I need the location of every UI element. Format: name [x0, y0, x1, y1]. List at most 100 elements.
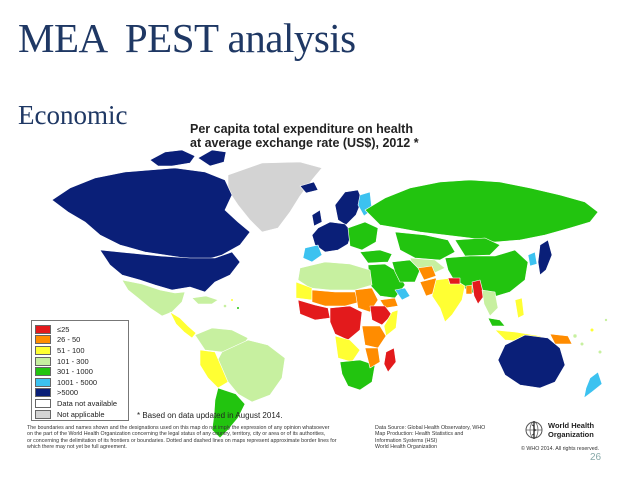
- legend-item: 1001 - 5000: [35, 377, 125, 388]
- region-arctic-islands: [149, 149, 196, 167]
- legend-swatch: [35, 356, 51, 366]
- region-peru-bolivia: [199, 349, 229, 389]
- legend-label: 1001 - 5000: [57, 377, 98, 387]
- region-ethiopia: [369, 305, 393, 326]
- source-line: World Health Organization: [375, 444, 438, 451]
- region-madagascar: [383, 347, 397, 373]
- region-bangladesh: [465, 284, 473, 295]
- source-line: Information Systems (HSI): [375, 437, 438, 444]
- who-copyright: © WHO 2014. All rights reserved.: [521, 446, 600, 452]
- region-afghanistan: [417, 265, 437, 281]
- legend-swatch: [35, 377, 51, 387]
- legend-item: Not applicable: [35, 409, 125, 420]
- map-title: Per capita total expenditure on health a…: [190, 122, 490, 150]
- region-sahel: [311, 289, 361, 307]
- region-pacific-island: [589, 327, 595, 333]
- region-korea: [527, 251, 538, 267]
- legend-item: 51 - 100: [35, 345, 125, 356]
- region-north-africa: [297, 261, 373, 291]
- legend-item: Data not available: [35, 398, 125, 409]
- region-argentina-chile: [211, 387, 246, 439]
- region-uk: [311, 209, 323, 227]
- region-east-africa: [361, 325, 387, 349]
- legend-item: >5000: [35, 388, 125, 399]
- legend-swatch: [35, 367, 51, 377]
- region-iceland: [299, 181, 319, 194]
- region-central-america: [169, 311, 197, 339]
- region-somalia: [383, 309, 399, 337]
- legend-item: ≤25: [35, 324, 125, 335]
- region-caribbean-islands-2: [230, 298, 234, 302]
- region-mongolia: [454, 237, 501, 257]
- data-update-note: * Based on data updated in August 2014.: [137, 411, 283, 420]
- legend-item: 301 - 1000: [35, 366, 125, 377]
- legend-item: 26 - 50: [35, 335, 125, 346]
- region-mozambique: [364, 347, 381, 369]
- region-arctic-islands-2: [197, 149, 227, 167]
- region-nepal: [447, 277, 461, 285]
- who-emblem-icon: [525, 421, 543, 439]
- who-name: World Health Organization: [548, 421, 638, 439]
- region-caribbean: [191, 295, 219, 305]
- legend-item: 101 - 300: [35, 356, 125, 367]
- region-russia: [364, 179, 599, 243]
- legend-label: Data not available: [57, 398, 118, 408]
- region-caribbean-islands: [223, 304, 227, 308]
- region-caribbean-islands-3: [236, 306, 240, 310]
- region-canada-usa-north: [51, 167, 251, 261]
- page-number: 26: [590, 452, 602, 463]
- source-line: Map Production: Health Statistics and: [375, 431, 464, 438]
- legend-swatch: [35, 324, 51, 334]
- region-greenland: [227, 161, 323, 233]
- legend-label: Not applicable: [57, 409, 105, 419]
- region-malaysia: [487, 317, 506, 327]
- region-eastern-europe: [347, 221, 379, 251]
- region-southern-africa: [339, 359, 376, 391]
- map-title-line-2: at average exchange rate (US$), 2012 *: [190, 136, 419, 150]
- region-pacific-island: [597, 349, 603, 355]
- region-pacific-island: [579, 341, 585, 347]
- legend-label: 101 - 300: [57, 356, 89, 366]
- region-new-zealand: [583, 371, 603, 399]
- region-australia: [497, 334, 566, 389]
- region-gulf-states: [394, 287, 411, 301]
- region-iberia: [302, 244, 323, 263]
- region-central-africa: [329, 305, 363, 341]
- region-papua: [549, 333, 573, 345]
- disclaimer-line: or concerning the delimitation of its fr…: [27, 437, 337, 444]
- source-line: Data Source: Global Health Observatory, …: [375, 425, 486, 431]
- map-disclaimer: The boundaries and names shown and the d…: [27, 425, 357, 451]
- region-kazakhstan: [394, 231, 456, 261]
- legend-swatch: [35, 409, 51, 419]
- legend-swatch: [35, 398, 51, 408]
- legend-label: 51 - 100: [57, 345, 85, 355]
- region-pacific-island: [604, 318, 608, 322]
- slide-title: MEA PEST analysis: [18, 15, 356, 61]
- data-source: Data Source: Global Health Observatory, …: [375, 425, 515, 451]
- map-legend: ≤25 26 - 50 51 - 100 101 - 300 301 - 100…: [31, 320, 129, 421]
- legend-label: ≤25: [57, 324, 70, 334]
- legend-swatch: [35, 388, 51, 398]
- region-japan: [537, 239, 553, 276]
- region-yemen: [379, 297, 399, 309]
- slide-subtitle: Economic: [18, 100, 128, 130]
- region-usa: [99, 249, 241, 293]
- legend-swatch: [35, 335, 51, 345]
- region-scandinavia: [334, 189, 363, 226]
- legend-label: 301 - 1000: [57, 367, 93, 377]
- map-title-line-1: Per capita total expenditure on health: [190, 122, 413, 136]
- legend-label: >5000: [57, 388, 79, 398]
- legend-label: 26 - 50: [57, 335, 81, 345]
- region-india: [431, 277, 466, 323]
- legend-swatch: [35, 345, 51, 355]
- disclaimer-line: on the part of the World Health Organiza…: [27, 431, 326, 438]
- disclaimer-line: which there may not yet be full agreemen…: [27, 444, 127, 451]
- region-philippines: [514, 297, 525, 319]
- region-myanmar: [471, 279, 485, 305]
- region-iran: [391, 259, 421, 283]
- region-turkey: [359, 249, 393, 264]
- region-southeast-asia: [481, 289, 499, 317]
- region-mexico: [121, 279, 186, 317]
- region-pacific-island: [572, 333, 578, 339]
